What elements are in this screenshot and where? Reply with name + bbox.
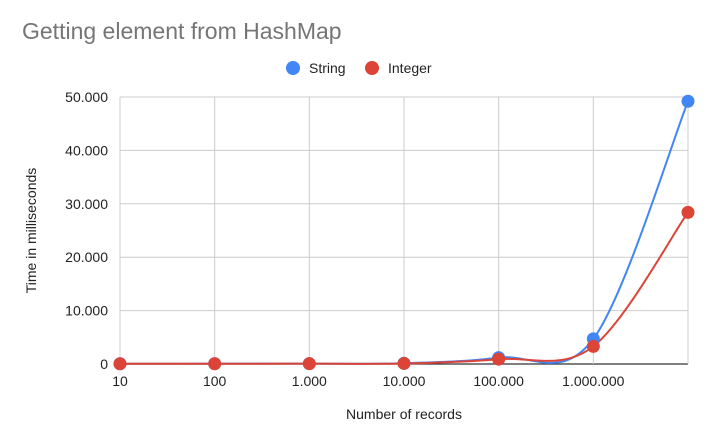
legend-marker-string	[286, 61, 300, 75]
y-axis-ticks: 0 10.000 20.000 30.000 40.000 50.000	[65, 89, 108, 372]
data-point-integer	[586, 339, 600, 353]
y-tick-label: 0	[100, 356, 108, 372]
y-tick-label: 50.000	[65, 89, 108, 105]
data-point-integer	[681, 205, 695, 219]
legend-label-integer: Integer	[388, 60, 432, 76]
x-tick-label: 1.000	[292, 373, 327, 389]
x-axis-ticks: 10 100 1.000 10.000 100.000 1.000.000	[112, 373, 624, 389]
x-tick-label: 100.000	[473, 373, 524, 389]
x-axis-title: Number of records	[346, 406, 462, 422]
data-point-integer	[113, 357, 127, 371]
chart-title: Getting element from HashMap	[22, 18, 342, 44]
x-tick-label: 10	[112, 373, 128, 389]
x-tick-label: 1.000.000	[562, 373, 624, 389]
y-tick-label: 20.000	[65, 249, 108, 265]
series-points	[113, 94, 695, 371]
legend: String Integer	[286, 60, 432, 76]
x-tick-label: 10.000	[383, 373, 426, 389]
data-point-integer	[302, 357, 316, 371]
data-point-integer	[492, 352, 506, 366]
data-point-integer	[208, 357, 222, 371]
y-tick-label: 10.000	[65, 303, 108, 319]
y-tick-label: 30.000	[65, 196, 108, 212]
legend-marker-integer	[365, 61, 379, 75]
legend-label-string: String	[309, 60, 346, 76]
data-point-integer	[397, 356, 411, 370]
y-axis-title: Time in milliseconds	[23, 168, 39, 294]
x-tick-label: 100	[203, 373, 227, 389]
data-point-string	[681, 94, 695, 108]
grid-lines	[119, 96, 689, 365]
y-tick-label: 40.000	[65, 142, 108, 158]
